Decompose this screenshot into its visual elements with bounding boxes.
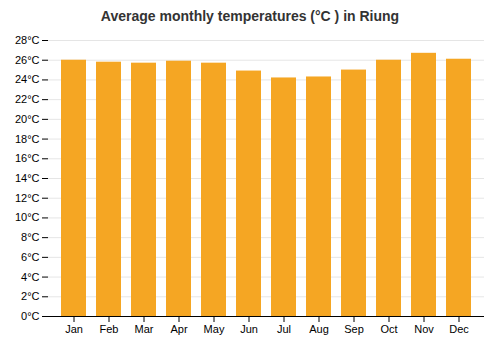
svg-text:28°C: 28°C (15, 34, 40, 46)
svg-text:Jan: Jan (65, 323, 83, 335)
svg-text:Jun: Jun (240, 323, 258, 335)
svg-text:Jul: Jul (277, 323, 291, 335)
svg-text:Mar: Mar (135, 323, 154, 335)
svg-text:6°C: 6°C (21, 251, 40, 263)
svg-text:May: May (204, 323, 225, 335)
svg-text:12°C: 12°C (15, 192, 40, 204)
svg-text:Sep: Sep (344, 323, 364, 335)
svg-text:Feb: Feb (100, 323, 119, 335)
svg-text:Apr: Apr (170, 323, 187, 335)
svg-text:22°C: 22°C (15, 93, 40, 105)
svg-text:24°C: 24°C (15, 73, 40, 85)
svg-text:Oct: Oct (380, 323, 397, 335)
svg-text:Aug: Aug (309, 323, 329, 335)
svg-text:18°C: 18°C (15, 133, 40, 145)
svg-text:16°C: 16°C (15, 152, 40, 164)
svg-text:20°C: 20°C (15, 113, 40, 125)
svg-text:Dec: Dec (449, 323, 469, 335)
svg-text:0°C: 0°C (21, 310, 40, 322)
svg-text:10°C: 10°C (15, 211, 40, 223)
svg-text:2°C: 2°C (21, 290, 40, 302)
html-text:Average monthly temperatures (: Average monthly temperatures (°C ) in Ri… (100, 8, 400, 24)
svg-text:14°C: 14°C (15, 172, 40, 184)
svg-text:4°C: 4°C (21, 271, 40, 283)
svg-text:Nov: Nov (414, 323, 434, 335)
svg-text:8°C: 8°C (21, 231, 40, 243)
svg-text:26°C: 26°C (15, 54, 40, 66)
